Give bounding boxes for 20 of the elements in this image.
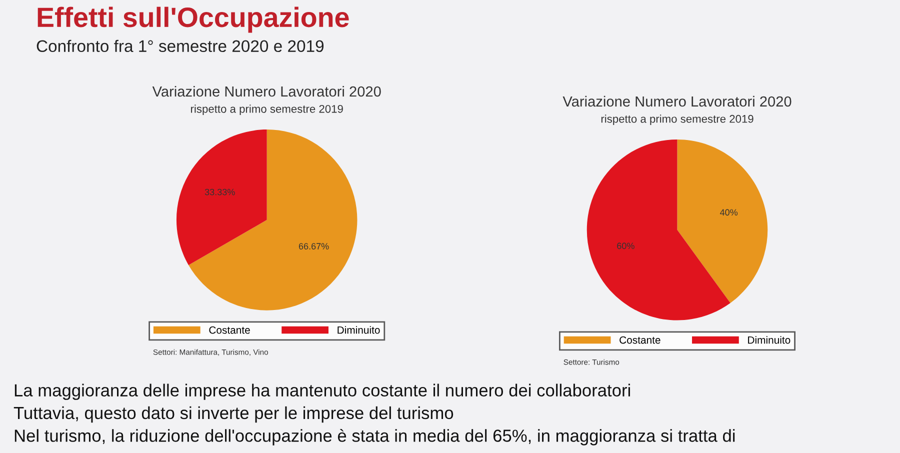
- text: Effetti sull'Occupazione: [38, 6, 349, 33]
- pie-slice: [176, 130, 267, 266]
- chart-title: Variazione Numero Lavoratori 2020: [152, 86, 381, 97]
- legend-label: Diminuito: [338, 326, 380, 334]
- data-label: 66.67%: [298, 243, 329, 250]
- chart-subtitle: rispetto a primo semestre 2019: [601, 114, 754, 125]
- legend-label: Costante: [209, 326, 250, 334]
- data-label: 60%: [617, 242, 634, 250]
- text: Confronto fra 1° semestre 2020 e 2019: [36, 40, 324, 52]
- data-label: 33.33%: [204, 188, 235, 196]
- text: Nel turismo, la riduzione dell'occupazione è stata in media del 65%, in maggioranza si tratta di: [14, 428, 735, 446]
- text: Tuttavia, questo dato si inverte per le imprese del turismo: [14, 406, 454, 423]
- data-label: 40%: [720, 209, 738, 216]
- chart-subtitle: rispetto a primo semestre 2019: [191, 104, 343, 116]
- pie-slice: [188, 130, 358, 310]
- pie-slice: [677, 140, 768, 304]
- text: La maggioranza delle imprese ha mantenuto costante il numero dei collaboratori: [14, 384, 630, 400]
- legend-label: Costante: [620, 336, 660, 344]
- chart-title: Variazione Numero Lavoratori 2020: [562, 96, 792, 107]
- legend-label: Diminuito: [748, 336, 790, 344]
